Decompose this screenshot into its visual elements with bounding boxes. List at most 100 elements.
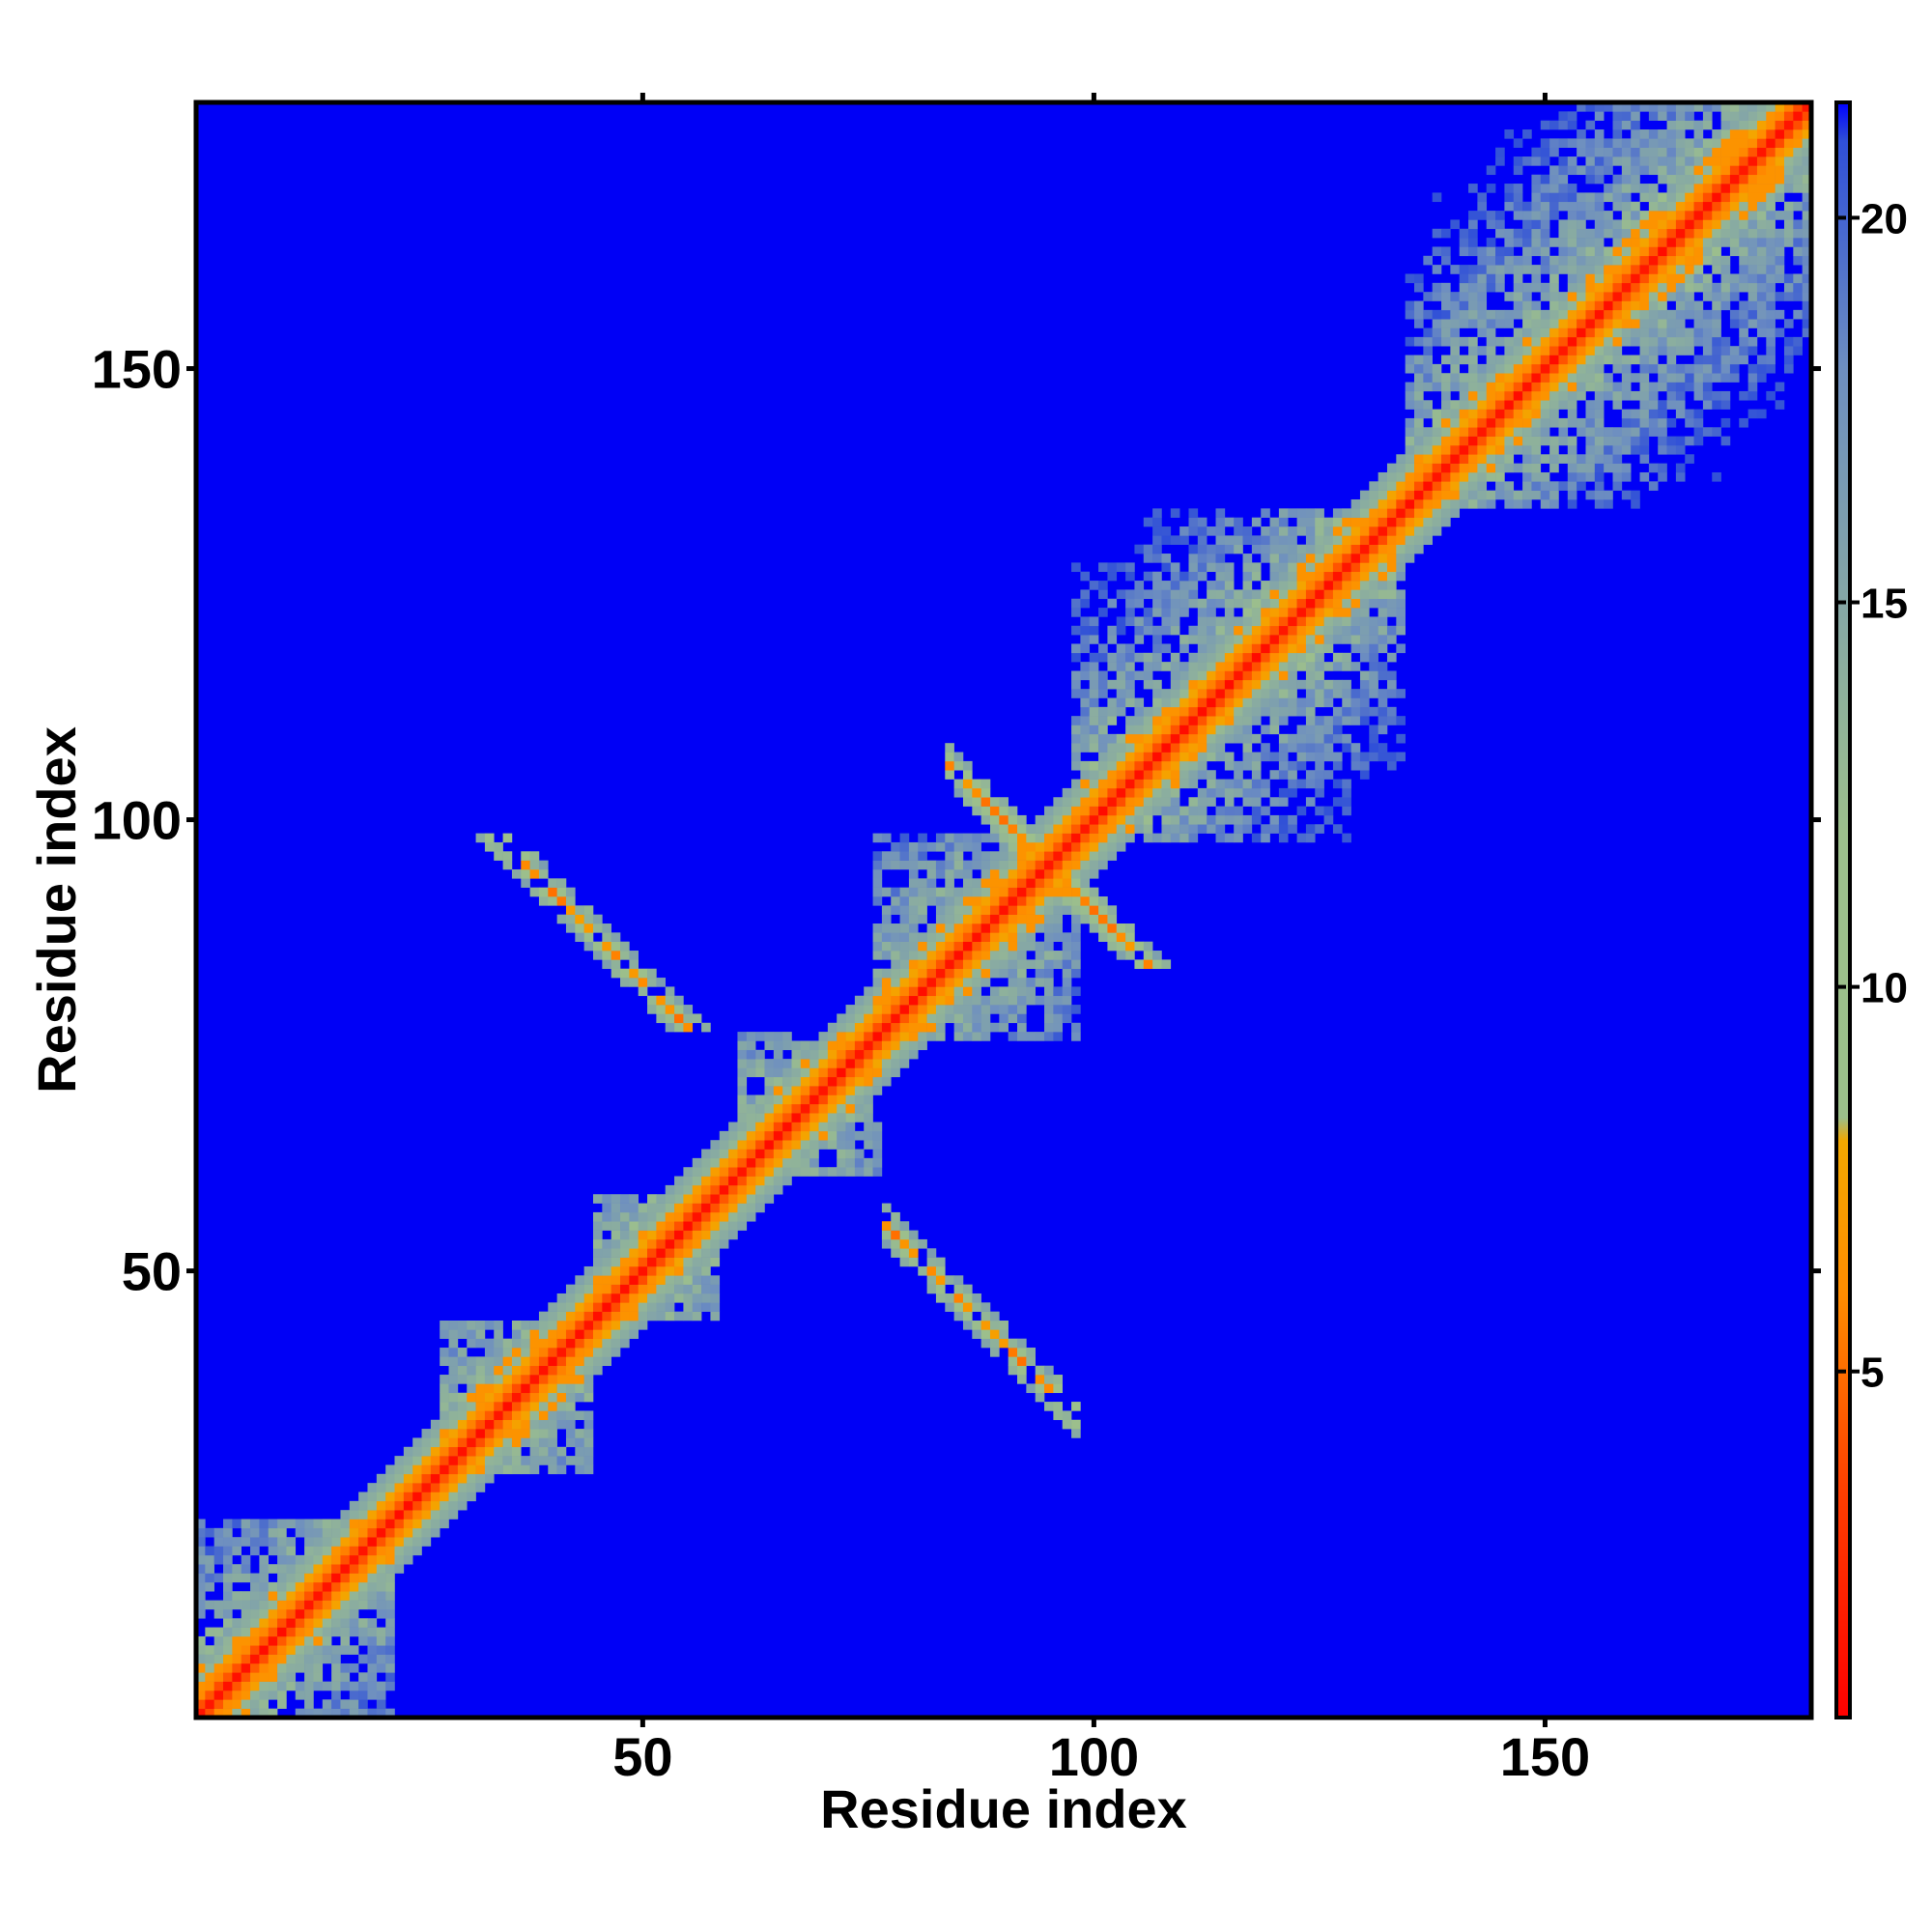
- heatmap-cell: [548, 878, 557, 888]
- heatmap-cell: [376, 1627, 386, 1637]
- heatmap-cell: [1495, 255, 1505, 266]
- heatmap-cell: [674, 1022, 684, 1033]
- heatmap-cell: [1675, 327, 1686, 338]
- heatmap-cell: [286, 1681, 297, 1691]
- heatmap-cell: [1342, 554, 1351, 563]
- heatmap-cell: [962, 1022, 973, 1033]
- heatmap-cell: [891, 1059, 900, 1068]
- heatmap-cell: [1549, 490, 1559, 500]
- heatmap-cell: [1531, 211, 1542, 220]
- heatmap-cell: [1179, 824, 1189, 834]
- heatmap-cell: [592, 1311, 603, 1321]
- heatmap-cell: [1378, 743, 1388, 753]
- heatmap-cell: [647, 1194, 657, 1204]
- heatmap-cell: [575, 1410, 584, 1421]
- heatmap-cell: [1432, 265, 1442, 274]
- heatmap-cell: [845, 1149, 856, 1159]
- heatmap-cell: [1296, 724, 1307, 735]
- heatmap-cell: [791, 1140, 802, 1150]
- heatmap-cell: [1639, 238, 1650, 247]
- heatmap-cell: [1549, 363, 1559, 374]
- heatmap-cell: [1008, 959, 1018, 970]
- heatmap-cell: [1450, 373, 1461, 383]
- heatmap-cell: [1477, 255, 1488, 266]
- heatmap-cell: [746, 1203, 756, 1213]
- heatmap-cell: [683, 1248, 694, 1258]
- heatmap-cell: [1179, 670, 1189, 681]
- heatmap-cell: [1495, 363, 1505, 374]
- heatmap-cell: [962, 905, 973, 915]
- heatmap-cell: [1459, 300, 1469, 311]
- heatmap-cell: [1577, 454, 1586, 464]
- heatmap-cell: [1612, 174, 1623, 185]
- heatmap-cell: [935, 978, 946, 987]
- heatmap-cell: [1251, 716, 1262, 725]
- heatmap-cell: [773, 1122, 783, 1132]
- heatmap-cell: [972, 797, 981, 807]
- heatmap-cell: [918, 914, 927, 924]
- heatmap-cell: [1261, 554, 1270, 563]
- heatmap-cell: [494, 1464, 503, 1475]
- heatmap-cell: [1468, 409, 1478, 419]
- heatmap-cell: [773, 1184, 783, 1195]
- heatmap-cell: [810, 1157, 819, 1168]
- heatmap-cell: [592, 1348, 603, 1357]
- heatmap-cell: [1107, 743, 1118, 753]
- heatmap-cell: [592, 1265, 603, 1276]
- heatmap-cell: [1802, 211, 1812, 220]
- heatmap-cell: [412, 1500, 422, 1511]
- heatmap-cell: [1712, 336, 1721, 347]
- heatmap-cell: [1188, 526, 1199, 536]
- heatmap-cell: [1044, 878, 1054, 888]
- heatmap-cell: [791, 1103, 802, 1114]
- heatmap-cell: [1188, 598, 1199, 609]
- heatmap-cell: [313, 1591, 324, 1601]
- heatmap-cell: [349, 1699, 359, 1709]
- heatmap-cell: [1224, 689, 1235, 698]
- heatmap-cell: [1134, 724, 1145, 735]
- heatmap-cell: [1621, 282, 1632, 293]
- heatmap-cell: [972, 887, 981, 897]
- heatmap-cell: [1468, 282, 1478, 293]
- heatmap-cell: [1234, 787, 1243, 798]
- heatmap-cell: [232, 1708, 242, 1719]
- heatmap-cell: [1522, 265, 1532, 274]
- heatmap-cell: [1125, 679, 1135, 690]
- heatmap-cell: [511, 1348, 522, 1357]
- heatmap-cell: [1369, 508, 1378, 518]
- heatmap-cell: [421, 1519, 432, 1529]
- heatmap-cell: [1477, 211, 1488, 220]
- heatmap-cell: [548, 1321, 557, 1330]
- heatmap-cell: [548, 1311, 557, 1321]
- heatmap-cell: [1604, 246, 1613, 257]
- heatmap-cell: [1531, 382, 1542, 392]
- heatmap-cell: [1296, 571, 1307, 582]
- heatmap-cell: [818, 1113, 829, 1122]
- heatmap-cell: [1261, 535, 1270, 545]
- heatmap-cell: [1071, 1005, 1081, 1014]
- heatmap-cell: [1296, 706, 1307, 717]
- heatmap-cell: [881, 1013, 892, 1024]
- heatmap-cell: [1332, 581, 1343, 590]
- heatmap-cell: [1224, 598, 1235, 609]
- heatmap-cell: [953, 787, 964, 798]
- heatmap-cell: [1793, 273, 1803, 284]
- heatmap-cell: [1468, 382, 1478, 392]
- heatmap-cell: [565, 1429, 576, 1438]
- heatmap-cell: [1315, 635, 1324, 644]
- heatmap-cell: [647, 1265, 657, 1276]
- heatmap-cell: [1594, 490, 1605, 500]
- heatmap-cell: [1604, 282, 1613, 293]
- heatmap-cell: [638, 1293, 648, 1303]
- heatmap-cell: [845, 1167, 856, 1177]
- heatmap-cell: [755, 1113, 765, 1122]
- heatmap-cell: [710, 1293, 721, 1303]
- heatmap-cell: [953, 895, 964, 906]
- heatmap-cell: [782, 1067, 792, 1078]
- heatmap-cell: [845, 1040, 856, 1051]
- heatmap-cell: [1802, 255, 1812, 266]
- heatmap-cell: [1486, 246, 1496, 257]
- heatmap-cell: [583, 1446, 594, 1457]
- heatmap-cell: [385, 1510, 395, 1520]
- heatmap-cell: [223, 1662, 233, 1673]
